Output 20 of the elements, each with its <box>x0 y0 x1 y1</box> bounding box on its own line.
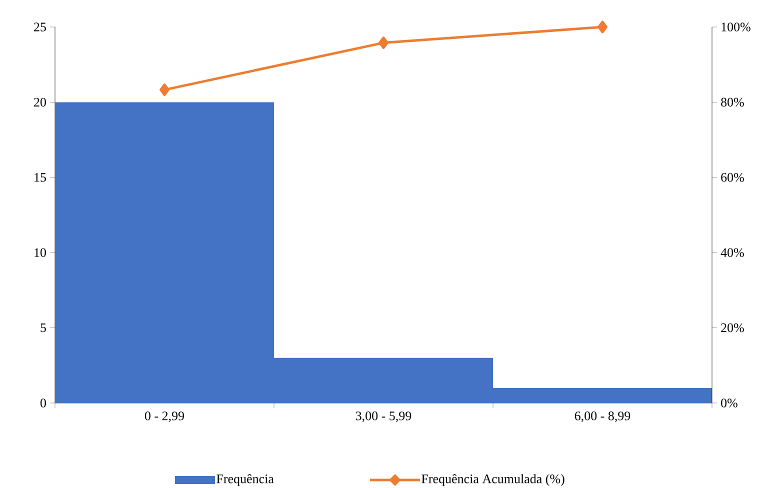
legend-label: Frequência Acumulada (%) <box>422 474 564 486</box>
x-tick-label: 3,00 - 5,99 <box>356 412 412 422</box>
point <box>598 20 608 34</box>
x-tick-label: 0 - 2,99 <box>144 412 184 422</box>
y-tick-label: 20 <box>34 98 46 107</box>
legend-label: Frequência <box>216 474 274 486</box>
point <box>378 36 389 50</box>
y2-tick-label: 80% <box>721 98 744 107</box>
y-tick-label: 25 <box>34 22 46 32</box>
x-tick-label: 6,00 - 8,99 <box>574 412 630 422</box>
y2-tick-label: 0% <box>721 398 738 408</box>
y-tick-label: 5 <box>40 323 46 332</box>
y-tick-label: 15 <box>34 173 46 182</box>
y-tick-label: 0 <box>40 398 46 408</box>
y2-tick-label: 20% <box>721 323 744 332</box>
point <box>160 84 170 96</box>
y2-tick-label: 100% <box>722 22 750 32</box>
y2-tick-label: 60% <box>721 172 744 182</box>
y2-tick-label: 40% <box>720 248 744 258</box>
y-tick-label: 10 <box>34 248 46 257</box>
